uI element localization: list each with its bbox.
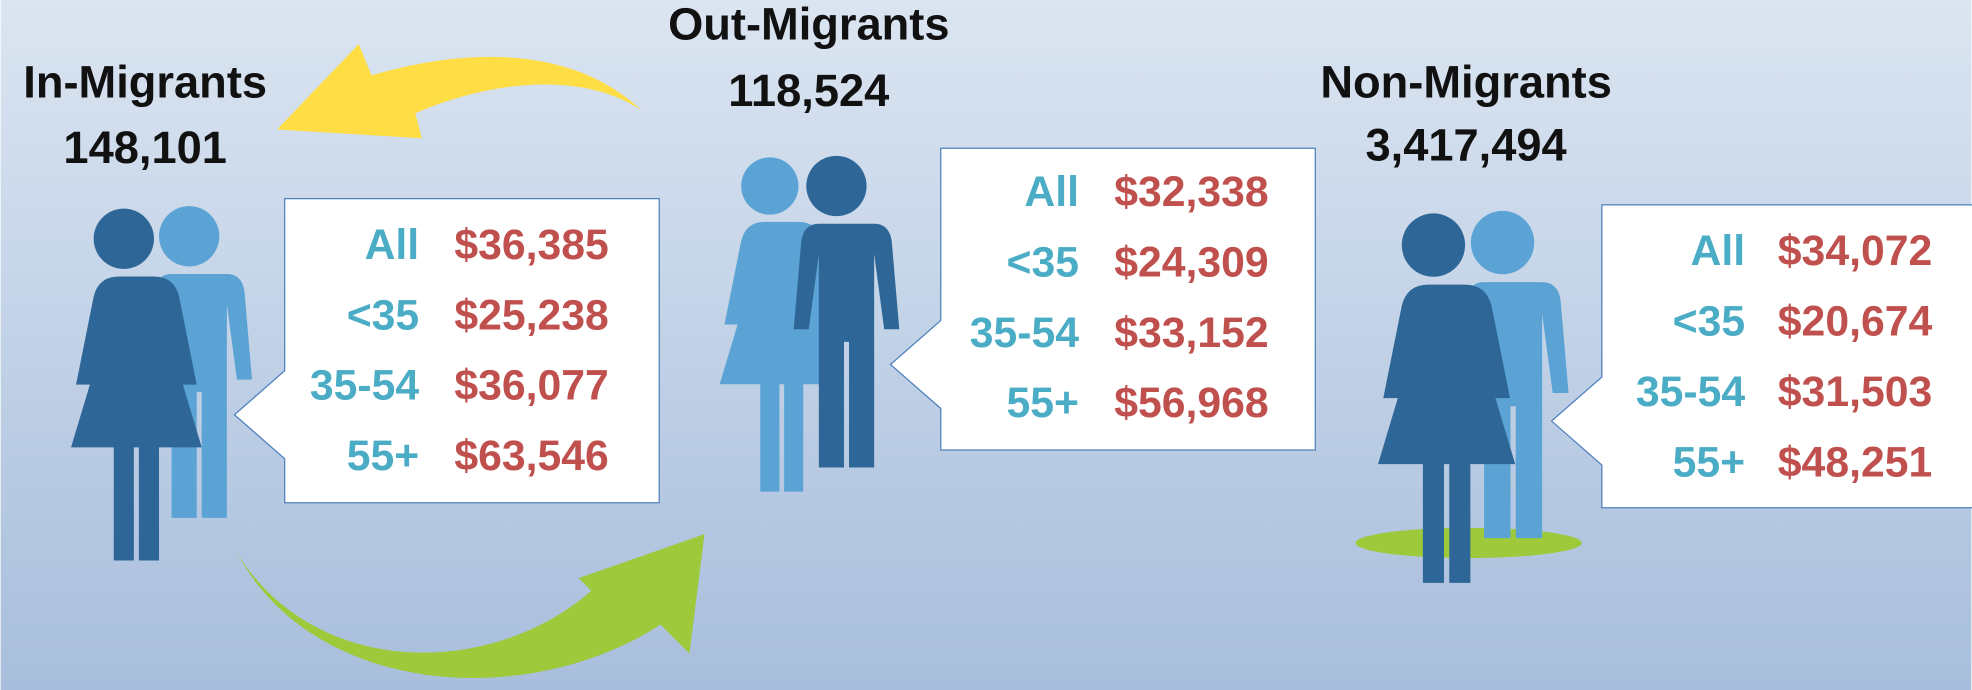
green-arrow bbox=[236, 534, 705, 678]
woman-head bbox=[93, 208, 154, 269]
income-value: $31,503 bbox=[1778, 368, 1932, 416]
age-label: 35-54 bbox=[310, 362, 420, 410]
income-value: $36,077 bbox=[454, 362, 608, 410]
age-label: <35 bbox=[1673, 298, 1745, 346]
income-value: $20,674 bbox=[1778, 298, 1933, 346]
age-label: 55+ bbox=[1007, 379, 1079, 427]
group-count: 148,101 bbox=[63, 122, 227, 173]
income-value: $36,385 bbox=[454, 221, 608, 269]
woman-body bbox=[71, 276, 202, 561]
income-value: $25,238 bbox=[454, 291, 608, 339]
group-title: Non-Migrants bbox=[1320, 56, 1611, 107]
age-label: <35 bbox=[1007, 238, 1079, 286]
group-title: In-Migrants bbox=[23, 56, 267, 107]
age-label: All bbox=[1024, 168, 1079, 216]
age-label: 55+ bbox=[347, 432, 419, 480]
age-label: All bbox=[365, 221, 420, 269]
callout bbox=[233, 197, 660, 504]
woman-head bbox=[1401, 213, 1466, 277]
man-head bbox=[806, 155, 867, 217]
man-body bbox=[793, 223, 900, 468]
income-value: $33,152 bbox=[1114, 309, 1268, 357]
age-label: All bbox=[1691, 227, 1746, 275]
age-label: 55+ bbox=[1673, 438, 1745, 486]
income-value: $24,309 bbox=[1114, 238, 1268, 286]
man-head bbox=[159, 206, 220, 267]
woman-body bbox=[1378, 284, 1516, 583]
woman-head bbox=[741, 157, 799, 215]
age-label: 35-54 bbox=[1636, 368, 1746, 416]
callout bbox=[889, 147, 1316, 451]
group-count: 118,524 bbox=[728, 65, 889, 116]
income-value: $56,968 bbox=[1114, 379, 1268, 427]
man-head bbox=[1470, 210, 1535, 275]
age-label: <35 bbox=[347, 291, 419, 339]
income-value: $63,546 bbox=[454, 432, 608, 480]
income-value: $32,338 bbox=[1114, 168, 1268, 216]
income-value: $48,251 bbox=[1778, 438, 1932, 486]
group-count: 3,417,494 bbox=[1365, 119, 1566, 170]
callout bbox=[1550, 204, 1972, 509]
group-title: Out-Migrants bbox=[668, 0, 949, 50]
income-value: $34,072 bbox=[1778, 227, 1932, 275]
age-label: 35-54 bbox=[970, 309, 1080, 357]
